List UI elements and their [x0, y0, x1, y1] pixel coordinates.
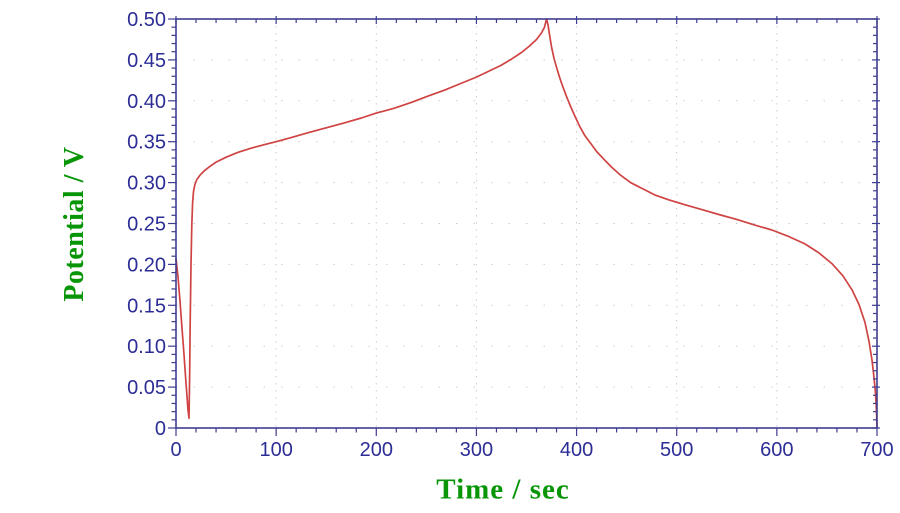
y-tick-label: 0.10 [127, 336, 166, 358]
y-tick-label: 0.25 [127, 214, 166, 236]
series-curve [175, 18, 878, 429]
y-tick-label: 0.50 [127, 9, 166, 31]
x-tick-label: 200 [360, 439, 393, 461]
x-tick-label: 700 [860, 439, 893, 461]
axis-ticks [168, 16, 880, 436]
y-axis-title: Potential / V [59, 146, 90, 302]
y-tick-label: 0.20 [127, 254, 166, 276]
y-tick-label: 0 [155, 418, 166, 440]
x-tick-label: 600 [760, 439, 793, 461]
y-tick-label: 0.30 [127, 173, 166, 195]
y-tick-labels: 0 0.05 0.10 0.15 0.20 0.25 0.30 0.35 0.40 0.45 0.5… [127, 9, 166, 440]
x-tick-labels: 0 100 200 300 400 500 600 700 [170, 439, 893, 461]
y-tick-label: 0.35 [127, 132, 166, 154]
x-axis-title: Time / sec [436, 473, 570, 506]
x-tick-label: 300 [460, 439, 493, 461]
x-tick-label: 400 [560, 439, 593, 461]
series-path [175, 18, 878, 429]
x-tick-label: 0 [170, 439, 181, 461]
gridlines [176, 19, 877, 428]
x-tick-label: 500 [660, 439, 693, 461]
y-tick-label: 0.45 [127, 50, 166, 72]
y-tick-label: 0.15 [127, 295, 166, 317]
x-tick-label: 100 [259, 439, 292, 461]
y-tick-label: 0.40 [127, 91, 166, 113]
y-tick-label: 0.05 [127, 377, 166, 399]
